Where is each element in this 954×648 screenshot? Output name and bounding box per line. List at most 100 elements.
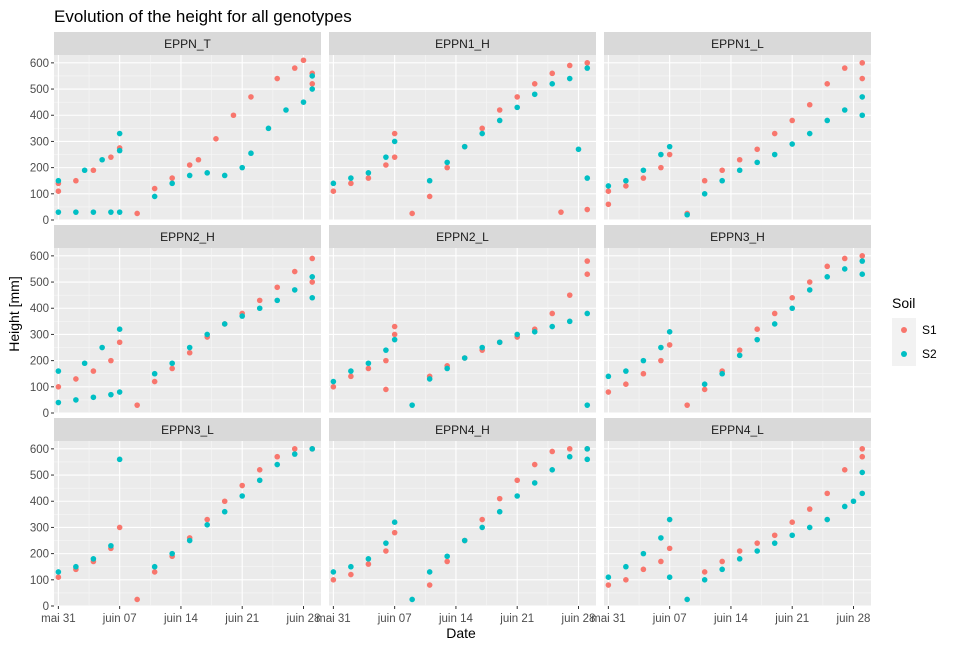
- y-tick-label: 500: [30, 84, 49, 96]
- data-point-S1: [248, 94, 254, 100]
- data-point-S1: [640, 175, 647, 181]
- data-point-S1: [859, 453, 866, 460]
- facet-strip: [54, 32, 321, 55]
- data-point-S1: [330, 384, 337, 390]
- data-point-S1: [116, 524, 123, 531]
- data-point-S1: [658, 558, 664, 565]
- data-point-S1: [684, 402, 690, 408]
- data-point-S2: [666, 516, 673, 523]
- x-tick-label: juin 28: [836, 613, 871, 625]
- data-point-S2: [859, 94, 866, 100]
- data-point-S1: [73, 376, 79, 382]
- data-point-S2: [701, 381, 708, 387]
- data-point-S2: [640, 357, 647, 364]
- data-point-S2: [584, 175, 591, 181]
- data-point-S2: [426, 569, 433, 575]
- data-point-S1: [330, 188, 337, 194]
- panel-background: [329, 248, 596, 413]
- data-point-S1: [496, 495, 503, 502]
- legend: Soil S1 S2: [892, 295, 937, 366]
- data-point-S1: [496, 107, 503, 113]
- data-point-S2: [514, 493, 521, 499]
- data-point-S1: [584, 60, 591, 66]
- data-point-S2: [309, 274, 316, 280]
- data-point-S1: [391, 130, 398, 137]
- data-point-S2: [391, 336, 398, 343]
- facet-strip-label: EPPN3_H: [710, 230, 765, 244]
- data-point-S2: [221, 172, 228, 179]
- data-point-S1: [221, 498, 228, 505]
- data-point-S1: [824, 490, 831, 497]
- y-tick-label: 600: [30, 251, 49, 263]
- data-point-S1: [213, 136, 219, 142]
- y-tick-label: 100: [30, 189, 49, 201]
- data-point-S2: [274, 297, 281, 304]
- data-point-S2: [151, 370, 158, 377]
- y-tick-label: 400: [30, 496, 49, 508]
- data-point-S2: [806, 287, 813, 293]
- data-point-S2: [283, 107, 289, 113]
- data-point-S2: [274, 461, 281, 468]
- data-point-S2: [409, 402, 415, 408]
- data-point-S1: [658, 357, 664, 364]
- data-point-S1: [771, 310, 778, 317]
- data-point-S2: [584, 65, 591, 71]
- facet-strip: [54, 225, 321, 248]
- data-point-S2: [90, 556, 97, 562]
- legend-swatch-S1: [901, 327, 907, 333]
- data-point-S2: [348, 175, 354, 181]
- x-tick-label: juin 21: [774, 613, 809, 625]
- data-point-S2: [531, 480, 538, 486]
- data-point-S1: [274, 284, 281, 291]
- data-point-S1: [771, 130, 778, 137]
- data-point-S2: [701, 191, 708, 197]
- data-point-S2: [90, 394, 97, 401]
- data-point-S2: [55, 177, 62, 184]
- data-point-S2: [73, 397, 79, 403]
- data-point-S2: [658, 535, 664, 541]
- x-tick-label: juin 21: [499, 613, 534, 625]
- data-point-S2: [169, 180, 175, 187]
- y-tick-label: 500: [30, 277, 49, 289]
- data-point-S2: [531, 329, 538, 335]
- data-point-S2: [300, 99, 307, 105]
- data-point-S2: [859, 258, 866, 264]
- data-point-S1: [348, 571, 354, 578]
- data-point-S1: [605, 582, 612, 588]
- data-point-S2: [55, 368, 62, 374]
- data-point-S2: [81, 167, 88, 174]
- data-point-S2: [640, 550, 647, 557]
- legend-swatch-S2: [901, 351, 907, 357]
- y-tick-label: 300: [30, 522, 49, 534]
- data-point-S1: [789, 294, 796, 301]
- data-point-S1: [623, 183, 629, 189]
- data-point-S2: [204, 331, 210, 338]
- data-point-S2: [239, 164, 246, 171]
- data-point-S1: [365, 175, 372, 181]
- panel-background: [329, 55, 596, 220]
- facet-EPPN2_L: EPPN2_L: [329, 225, 596, 414]
- data-point-S2: [348, 368, 354, 374]
- data-point-S1: [719, 558, 725, 565]
- data-point-S2: [55, 399, 62, 406]
- data-point-S1: [195, 156, 202, 163]
- data-point-S2: [549, 323, 556, 330]
- y-tick-label: 0: [43, 215, 49, 227]
- data-point-S1: [824, 263, 831, 270]
- legend-label-S1: S1: [922, 323, 937, 337]
- data-point-S2: [186, 172, 193, 179]
- data-point-S1: [73, 177, 79, 184]
- data-point-S2: [330, 180, 337, 187]
- x-tick-label: juin 14: [713, 613, 748, 625]
- data-point-S1: [841, 255, 848, 262]
- data-point-S1: [391, 331, 398, 338]
- data-point-S1: [300, 57, 307, 64]
- data-point-S2: [116, 147, 123, 154]
- data-point-S1: [666, 342, 673, 348]
- data-point-S2: [623, 563, 629, 570]
- data-point-S2: [461, 143, 468, 150]
- data-point-S2: [549, 467, 556, 473]
- data-point-S1: [531, 81, 538, 87]
